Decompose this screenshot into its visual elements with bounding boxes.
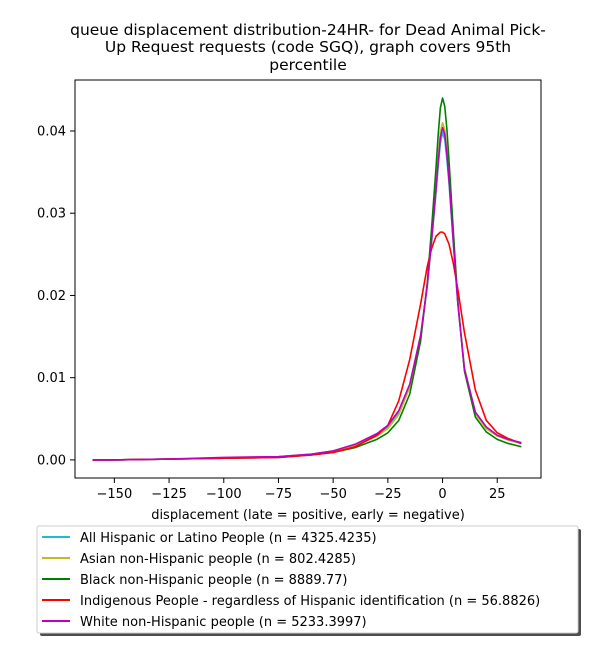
series-layer [92, 97, 522, 461]
legend-entry: All Hispanic or Latino People (n = 4325.… [42, 531, 377, 546]
x-tick-label: 25 [489, 487, 506, 502]
y-tick: 0.04 [37, 124, 75, 139]
y-tick-label: 0.03 [37, 207, 66, 222]
x-tick-label: −100 [206, 487, 242, 502]
x-tick-label: −25 [374, 487, 401, 502]
y-tick-label: 0.01 [37, 371, 66, 386]
x-tick: −150 [97, 478, 133, 502]
x-tick: −25 [374, 478, 402, 502]
chart-title-line-2: Up Request requests (code SGQ), graph co… [105, 38, 511, 56]
x-tick: −50 [319, 478, 347, 502]
legend-entry-label: Black non-Hispanic people (n = 8889.77) [80, 573, 347, 588]
y-tick: 0.00 [37, 453, 75, 468]
x-tick: −125 [151, 478, 187, 502]
legend-entry-label: White non-Hispanic people (n = 5233.3997… [80, 615, 367, 630]
y-tick-label: 0.02 [37, 289, 66, 304]
legend-entry: White non-Hispanic people (n = 5233.3997… [42, 615, 367, 630]
x-axis-ticks: −150 −125 −100 −75 −50 −25 [97, 478, 506, 502]
y-tick-label: 0.00 [37, 453, 66, 468]
legend-entry: Black non-Hispanic people (n = 8889.77) [42, 573, 347, 588]
legend-entry-label: Indigenous People - regardless of Hispan… [80, 594, 540, 609]
y-tick: 0.01 [37, 371, 75, 386]
series-line-3 [92, 231, 522, 461]
chart-title-line-3: percentile [269, 56, 347, 74]
legend-box [36, 525, 579, 634]
x-tick-label: −150 [97, 487, 133, 502]
legend-entry-label: Asian non-Hispanic people (n = 802.4285) [80, 552, 356, 567]
plot-area-frame [74, 79, 542, 479]
legend-entry: Asian non-Hispanic people (n = 802.4285) [42, 552, 356, 567]
x-axis-label: displacement (late = positive, early = n… [151, 508, 465, 523]
y-tick: 0.03 [37, 207, 75, 222]
x-tick-label: −50 [319, 487, 346, 502]
x-tick: 25 [489, 478, 506, 502]
series-line-2 [92, 97, 522, 461]
chart-title-line-1: queue displacement distribution-24HR- fo… [70, 21, 546, 39]
x-tick-label: −125 [151, 487, 187, 502]
legend: All Hispanic or Latino People (n = 4325.… [36, 525, 579, 634]
x-tick: −100 [206, 478, 242, 502]
x-tick-label: 0 [438, 487, 446, 502]
series-line-4 [92, 126, 522, 461]
x-tick: −75 [265, 478, 292, 502]
y-axis-ticks: 0.00 0.01 0.02 0.03 0.04 [37, 124, 75, 468]
x-tick: 0 [438, 478, 447, 502]
y-tick-label: 0.04 [37, 124, 66, 139]
x-tick-label: −75 [265, 487, 292, 502]
legend-entry: Indigenous People - regardless of Hispan… [42, 594, 540, 609]
legend-entry-label: All Hispanic or Latino People (n = 4325.… [80, 531, 377, 546]
y-tick: 0.02 [37, 289, 75, 304]
